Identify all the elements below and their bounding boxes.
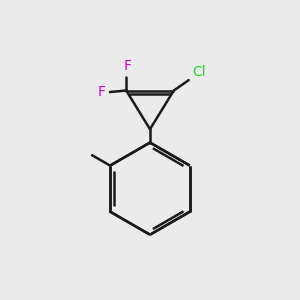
Text: F: F — [124, 59, 132, 73]
Text: F: F — [98, 85, 105, 99]
Text: Cl: Cl — [192, 65, 206, 79]
